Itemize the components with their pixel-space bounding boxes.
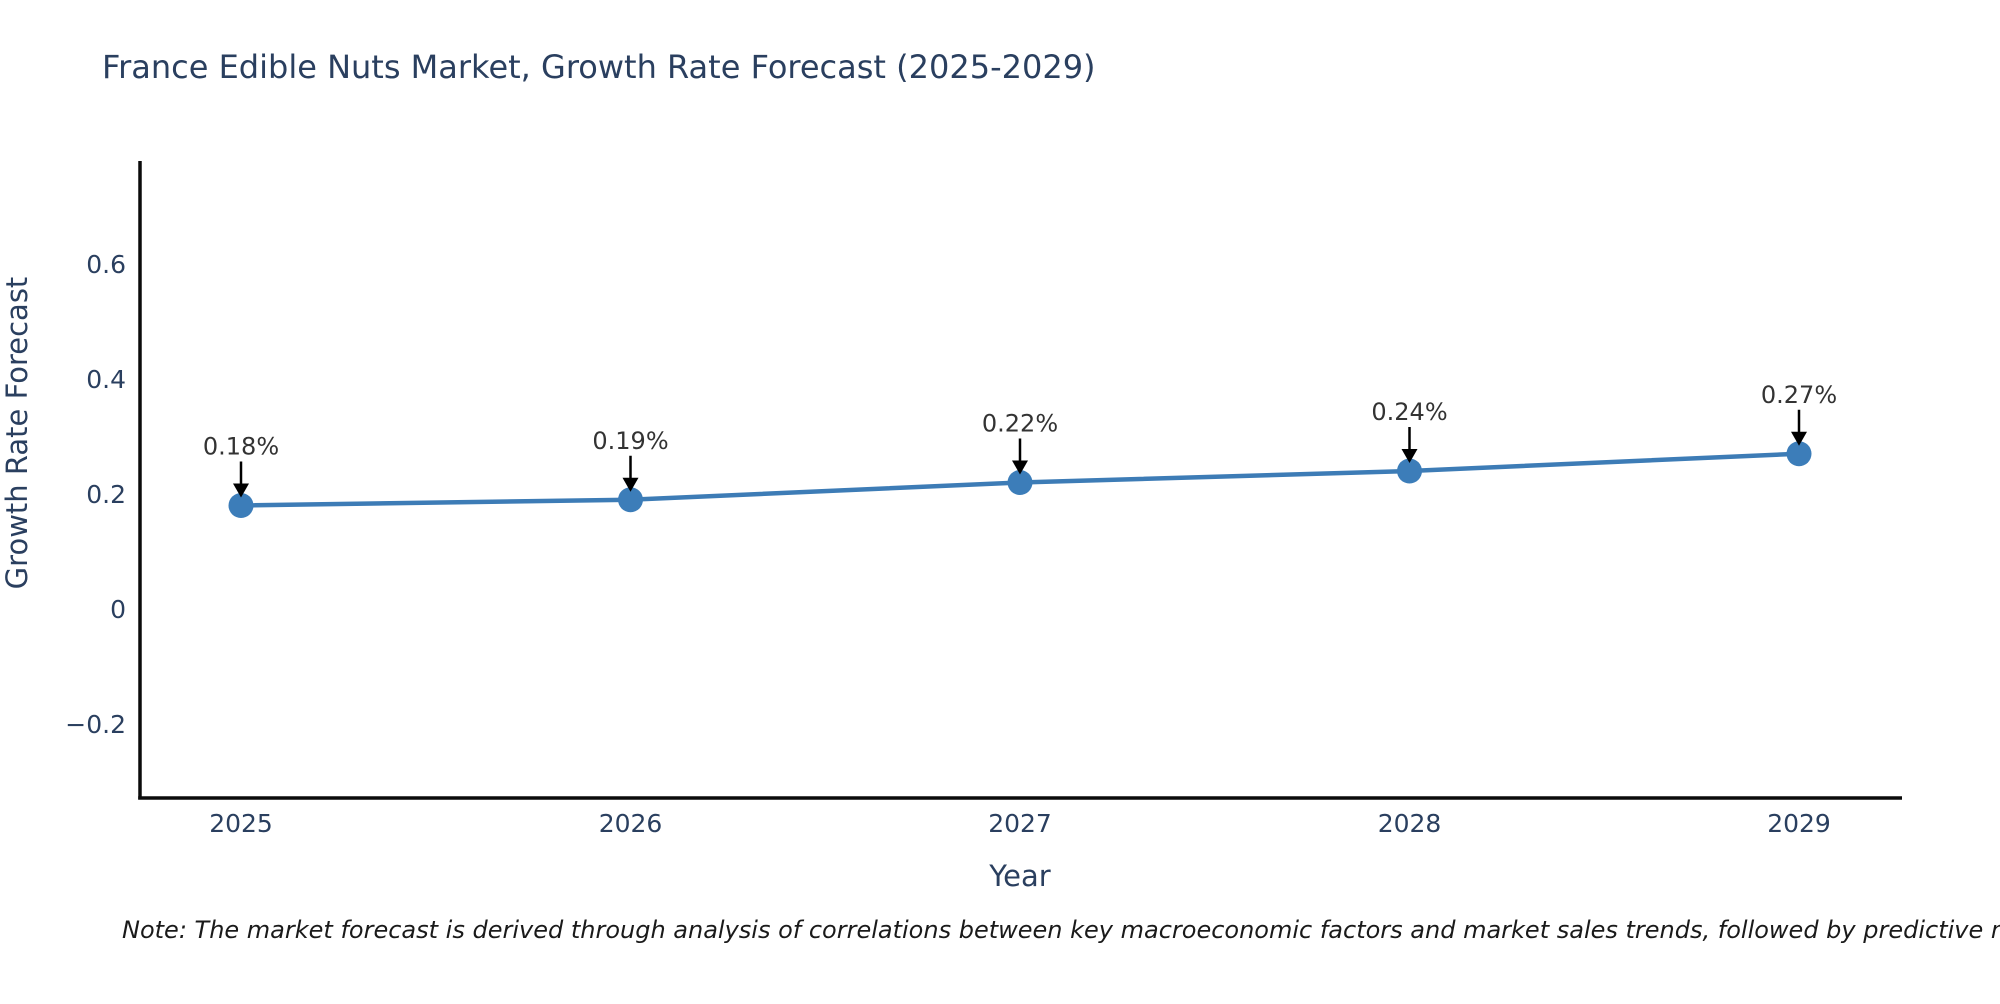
y-tick-label: 0.6	[86, 250, 126, 279]
data-point-marker	[1397, 458, 1422, 484]
annotation-arrowhead-icon	[1791, 431, 1807, 446]
y-tick-label: 0.2	[86, 480, 126, 509]
y-axis-title: Growth Rate Forecast	[0, 277, 34, 590]
y-axis-tick-labels: −0.2 0 0.2 0.4 0.6	[65, 250, 126, 739]
data-point-label: 0.22%	[982, 410, 1058, 438]
data-point-label: 0.27%	[1761, 381, 1837, 409]
y-tick-label: 0	[110, 595, 126, 624]
annotation-arrowhead-icon	[622, 477, 639, 492]
annotation-arrowhead-icon	[1012, 460, 1028, 475]
annotation-arrowhead-icon	[1401, 449, 1418, 463]
series-markers	[228, 441, 1812, 518]
data-point-marker	[228, 493, 254, 518]
x-tick-label: 2025	[209, 809, 273, 838]
x-axis-tick-labels: 2025 2026 2027 2028 2029	[209, 809, 1831, 838]
x-tick-label: 2028	[1378, 809, 1442, 838]
x-axis-title: Year	[988, 859, 1050, 893]
x-tick-label: 2026	[599, 809, 663, 838]
data-point-marker	[618, 487, 643, 513]
chart-title: France Edible Nuts Market, Growth Rate F…	[102, 48, 1096, 86]
footnote: Note: The market forecast is derived thr…	[122, 916, 2000, 944]
data-point-marker	[1786, 441, 1812, 467]
y-tick-label: −0.2	[65, 710, 126, 739]
data-point-label: 0.19%	[592, 427, 668, 455]
data-point-label: 0.24%	[1371, 398, 1447, 426]
point-annotations: 0.18% 0.19% 0.22% 0.24% 0.27%	[203, 381, 1837, 498]
x-tick-label: 2029	[1767, 809, 1831, 838]
y-tick-label: 0.4	[86, 365, 126, 394]
data-point-marker	[1007, 470, 1033, 495]
annotation-arrowhead-icon	[233, 483, 249, 498]
data-point-label: 0.18%	[203, 433, 279, 461]
x-tick-label: 2027	[988, 809, 1052, 838]
